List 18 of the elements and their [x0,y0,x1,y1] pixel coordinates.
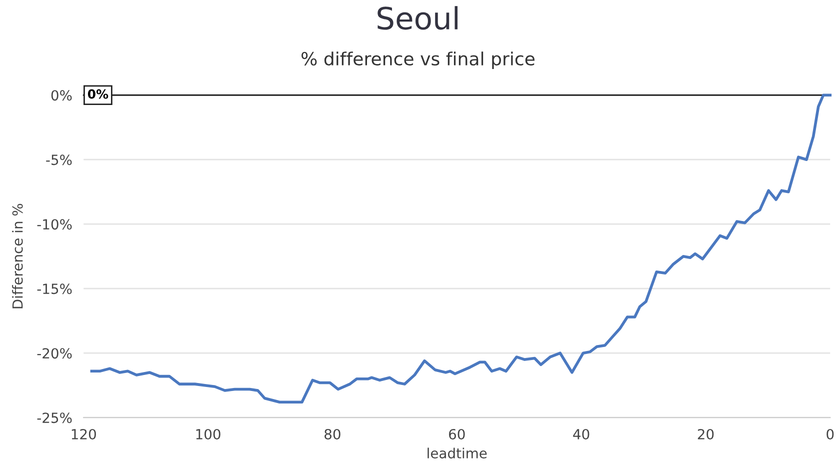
x-tick-label: 120 [72,428,96,440]
chart-subtitle: % difference vs final price [302,52,535,70]
y-tick-label: -15% [37,284,72,294]
x-axis-title: leadtime [428,448,487,458]
y-tick-label: -20% [37,348,72,359]
x-tick-label: 60 [449,428,465,440]
x-tick-label: 40 [573,428,590,440]
x-tick-label: 0 [826,428,834,440]
x-tick-label: 20 [698,428,714,440]
y-tick-label: 0% [51,90,72,101]
x-tick-label: 100 [196,428,220,440]
y-tick-label: -25% [37,412,72,424]
y-axis-title: Difference in % [12,204,23,308]
ref-line-label: 0% [88,89,108,99]
chart-title: Seoul [378,6,458,30]
y-tick-label: -10% [37,219,72,230]
x-tick-label: 80 [324,428,340,440]
y-tick-label: -5% [46,154,72,166]
